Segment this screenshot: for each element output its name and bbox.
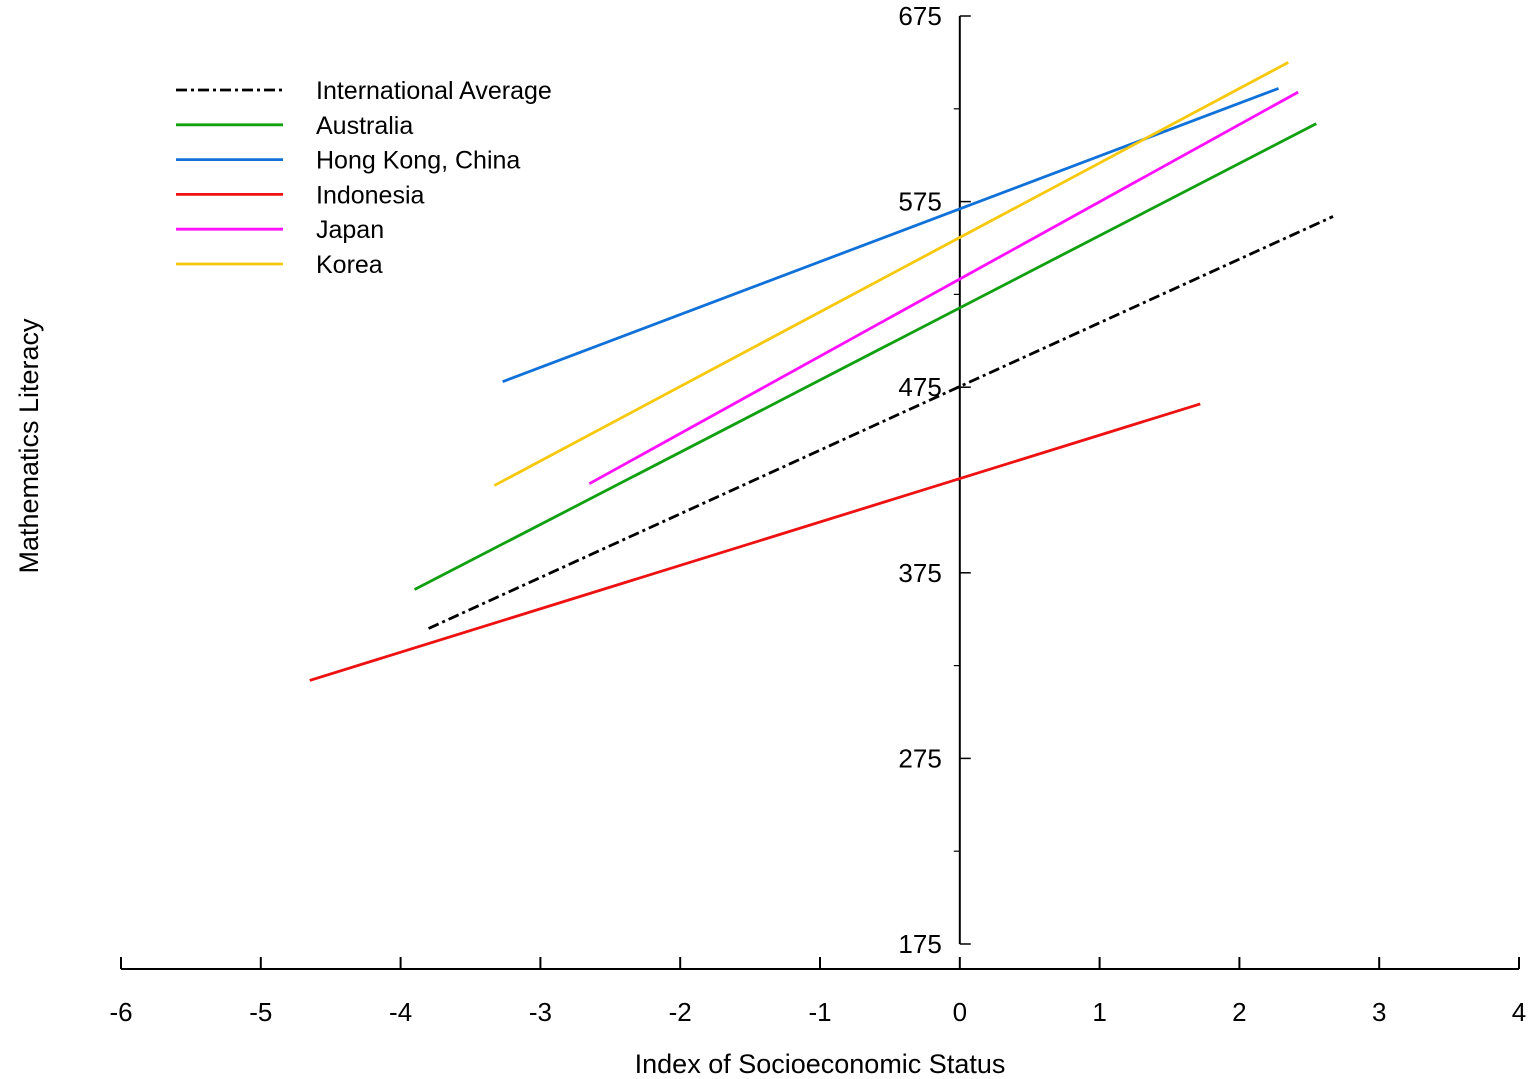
x-tick-label: 1: [1092, 997, 1106, 1027]
y-tick-label: 575: [898, 187, 941, 217]
x-axis: -6 -5 -4 -3 -2 -1 0 1 2 3 4: [109, 957, 1526, 1027]
x-axis-title: Index of Socioeconomic Status: [635, 1049, 1006, 1079]
x-tick-label: 0: [953, 997, 967, 1027]
x-tick-label: 4: [1512, 997, 1526, 1027]
series-line-korea: [493, 61, 1289, 487]
legend-label: Korea: [316, 251, 383, 279]
y-tick-label: 175: [898, 929, 941, 959]
series-line-australia: [413, 122, 1317, 591]
legend-label: Indonesia: [316, 181, 425, 209]
legend-label: Hong Kong, China: [316, 147, 520, 175]
legend-label: Japan: [316, 216, 384, 244]
x-tick-label: -1: [808, 997, 831, 1027]
y-tick-label: 375: [898, 558, 941, 588]
legend: International Average Australia Hong Kong,…: [176, 77, 552, 279]
plot-lines: [309, 61, 1334, 682]
x-tick-label: -5: [249, 997, 272, 1027]
series-line-japan: [588, 90, 1299, 485]
series-line-indonesia: [309, 402, 1201, 682]
legend-label: International Average: [316, 77, 552, 105]
legend-label: Australia: [316, 112, 413, 140]
y-tick-label: 275: [898, 743, 941, 773]
x-tick-label: -3: [529, 997, 552, 1027]
x-tick-label: -4: [389, 997, 412, 1027]
series-line-hong-kong-china: [502, 87, 1280, 383]
y-axis-title: Mathematics Literacy: [14, 318, 44, 574]
x-tick-label: -6: [109, 997, 132, 1027]
y-tick-label: 675: [898, 1, 941, 31]
x-tick-label: 2: [1232, 997, 1246, 1027]
x-tick-label: -2: [669, 997, 692, 1027]
x-tick-label: 3: [1372, 997, 1386, 1027]
